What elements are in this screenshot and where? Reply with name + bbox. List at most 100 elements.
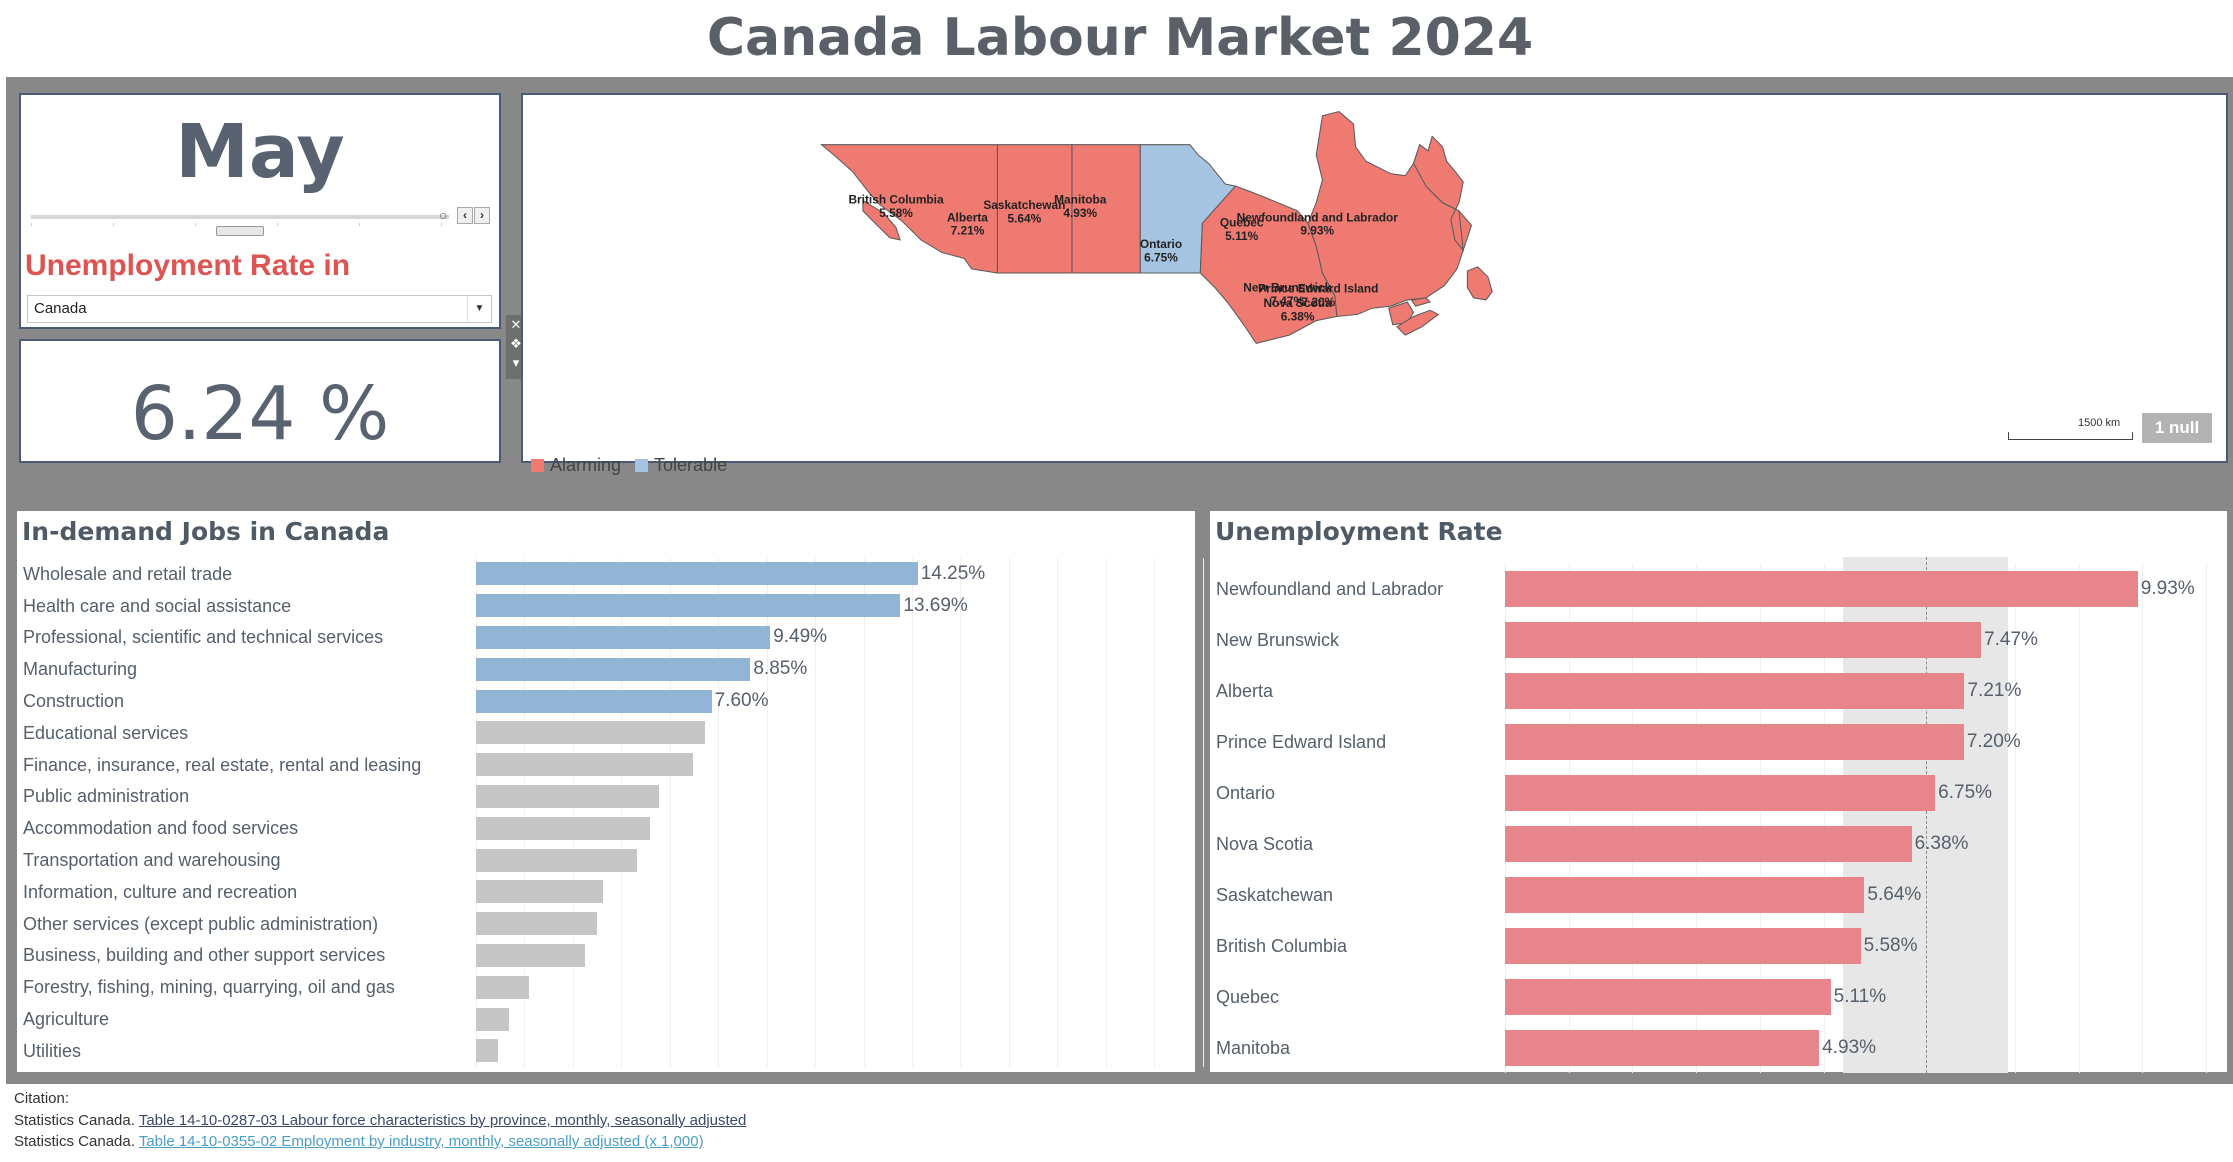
citation-link-1[interactable]: Table 14-10-0287-03 Labour force charact…: [138, 1111, 747, 1129]
bar-row[interactable]: Ontario 6.75%: [1216, 767, 2221, 818]
bar-row[interactable]: Newfoundland and Labrador 9.93%: [1216, 563, 2221, 614]
region-dropdown-value: Canada: [34, 300, 87, 317]
bar-row[interactable]: Construction 7.60%: [23, 685, 1188, 717]
bar-row[interactable]: Finance, insurance, real estate, rental …: [23, 749, 1188, 781]
province-new-brunswick[interactable]: [1388, 301, 1415, 326]
province-newfoundland-labrador[interactable]: [1412, 135, 1464, 252]
bar[interactable]: [1505, 825, 1912, 862]
play-icon[interactable]: ○: [439, 207, 448, 223]
gridline: [2014, 563, 2016, 1073]
bar-row[interactable]: Professional, scientific and technical s…: [23, 622, 1188, 654]
bar[interactable]: [476, 816, 650, 840]
bar[interactable]: [476, 689, 712, 713]
bar-row[interactable]: Agriculture: [23, 1003, 1188, 1035]
bar[interactable]: [476, 784, 659, 808]
bar[interactable]: [476, 1039, 499, 1063]
bar-row[interactable]: Manufacturing 8.85%: [23, 653, 1188, 685]
rate-chart-title: Unemployment Rate: [1215, 517, 1503, 546]
null-indicator-badge[interactable]: 1 null: [2142, 413, 2212, 443]
month-panel: May ○ ‹ ›: [19, 93, 501, 253]
bar-row[interactable]: Educational services: [23, 717, 1188, 749]
bar-row[interactable]: Prince Edward Island 7.20%: [1216, 716, 2221, 767]
bar[interactable]: [476, 975, 529, 999]
province-manitoba[interactable]: [1139, 144, 1237, 274]
bar-category-label: Ontario: [1216, 782, 1276, 803]
previous-month-button[interactable]: ‹: [457, 207, 473, 224]
chevron-down-icon[interactable]: ▼: [467, 296, 491, 322]
province-quebec[interactable]: [1307, 110, 1473, 318]
bar-row[interactable]: Information, culture and recreation: [23, 876, 1188, 908]
bar[interactable]: [1505, 927, 1861, 964]
bar-row[interactable]: Saskatchewan 5.64%: [1216, 869, 2221, 920]
bar[interactable]: [1505, 621, 1982, 658]
bar[interactable]: [476, 912, 597, 936]
bar-row[interactable]: Manitoba 4.93%: [1216, 1022, 2221, 1073]
province-prince-edward-island[interactable]: [1410, 297, 1432, 307]
province-nova-scotia[interactable]: [1396, 309, 1440, 336]
gridline: [1696, 563, 1698, 1073]
bar[interactable]: [1505, 978, 1831, 1015]
headline-rate-value: 6.24 %: [130, 371, 390, 457]
gridline: [669, 558, 671, 1067]
bar-row[interactable]: Other services (except public administra…: [23, 908, 1188, 940]
bar-row[interactable]: Quebec 5.11%: [1216, 971, 2221, 1022]
gridline: [524, 558, 526, 1067]
bar[interactable]: [476, 625, 771, 649]
map-label-rate: 5.11%: [1225, 229, 1258, 243]
map-legend: Alarming Tolerable: [531, 455, 741, 476]
bar[interactable]: [1505, 774, 1936, 811]
bar[interactable]: [476, 657, 751, 681]
bar-row[interactable]: Health care and social assistance 13.69%: [23, 590, 1188, 622]
close-icon[interactable]: ✕: [510, 317, 522, 332]
bar[interactable]: [1505, 876, 1865, 913]
legend-item[interactable]: Alarming: [531, 455, 621, 476]
bar[interactable]: [476, 848, 638, 872]
reference-line: [1925, 557, 1927, 1073]
month-slider-track[interactable]: [31, 215, 449, 219]
bar-row[interactable]: Accommodation and food services: [23, 812, 1188, 844]
bar-row[interactable]: Alberta 7.21%: [1216, 665, 2221, 716]
bar[interactable]: [1505, 570, 2138, 607]
region-dropdown[interactable]: Canada ▼: [27, 295, 492, 323]
province-british-columbia[interactable]: [820, 144, 998, 274]
legend-item[interactable]: Tolerable: [635, 455, 727, 476]
month-slider-thumb[interactable]: [215, 226, 264, 236]
bar-row[interactable]: Public administration: [23, 781, 1188, 813]
bar[interactable]: [476, 721, 706, 745]
bar-row[interactable]: Wholesale and retail trade 14.25%: [23, 558, 1188, 590]
bar-category-label: Prince Edward Island: [1216, 731, 1387, 752]
bar[interactable]: [476, 880, 604, 904]
bar[interactable]: [1505, 672, 1965, 709]
province-ontario[interactable]: [1199, 185, 1338, 344]
map-label-name: British Columbia: [848, 193, 944, 207]
bar[interactable]: [476, 1007, 509, 1031]
citation-link-2[interactable]: Table 14-10-0355-02 Employment by indust…: [138, 1133, 704, 1150]
province-british-columbia-island[interactable]: [862, 199, 901, 241]
bar-row[interactable]: Business, building and other support ser…: [23, 940, 1188, 972]
map-label-rate: 5.58%: [879, 206, 913, 220]
gridline: [1505, 563, 1506, 1073]
bar[interactable]: [1505, 1029, 1820, 1066]
map-panel[interactable]: British Columbia 5.58% Alberta 7.21% Saskatc…: [521, 93, 2228, 475]
bar[interactable]: [476, 753, 693, 777]
bar-row[interactable]: Nova Scotia 6.38%: [1216, 818, 2221, 869]
bar[interactable]: [1505, 723, 1964, 760]
bar[interactable]: [476, 594, 901, 618]
legend-swatch: [635, 459, 649, 472]
bar-category-label: Educational services: [23, 722, 189, 743]
bar-row[interactable]: New Brunswick 7.47%: [1216, 614, 2221, 665]
pin-icon[interactable]: ❖: [510, 336, 522, 351]
gridline: [960, 558, 962, 1067]
bar-row[interactable]: Transportation and warehousing: [23, 844, 1188, 876]
bar[interactable]: [476, 562, 918, 586]
province-newfoundland-island[interactable]: [1466, 266, 1493, 301]
next-month-button[interactable]: ›: [474, 207, 490, 224]
bar-row[interactable]: British Columbia 5.58%: [1216, 920, 2221, 971]
unemployment-rate-label: Unemployment Rate in: [25, 249, 351, 282]
map-label-name: Nova Scotia: [1264, 296, 1332, 310]
menu-arrow-icon[interactable]: ▾: [512, 355, 520, 370]
bar[interactable]: [476, 943, 585, 967]
bar-row[interactable]: Forestry, fishing, mining, quarrying, oi…: [23, 971, 1188, 1003]
bar-row[interactable]: Utilities: [23, 1035, 1188, 1067]
